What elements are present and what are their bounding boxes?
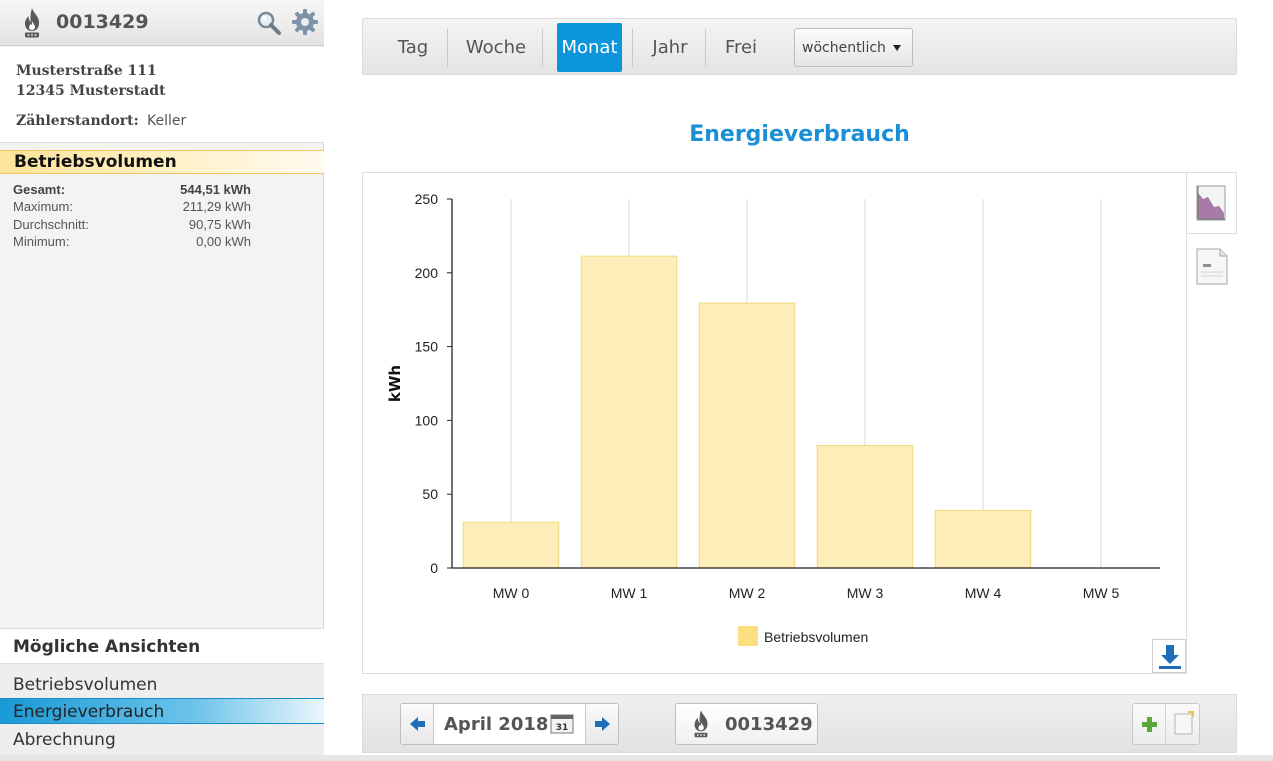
calendar-icon[interactable]: 31 bbox=[550, 713, 574, 735]
meter-select-button[interactable]: 0013429 bbox=[675, 703, 818, 745]
views-header: Mögliche Ansichten bbox=[0, 628, 324, 664]
x-tick-label: MW 4 bbox=[965, 585, 1002, 601]
view-item-label: Energieverbrauch bbox=[13, 702, 165, 722]
gas-flame-icon bbox=[24, 8, 40, 38]
new-note-button[interactable] bbox=[1167, 704, 1200, 744]
y-axis-label: kWh bbox=[386, 365, 404, 402]
bar-mw-2 bbox=[698, 302, 796, 569]
stat-value: 90,75 kWh bbox=[188, 217, 251, 232]
current-month: April 2018 bbox=[444, 714, 549, 735]
stat-maximum: Maximum: 211,29 kWh bbox=[13, 199, 251, 216]
chevron-down-icon bbox=[893, 45, 901, 51]
tab-divider bbox=[632, 29, 633, 67]
stat-average: Durchschnitt: 90,75 kWh bbox=[13, 217, 251, 234]
magnifier-icon[interactable] bbox=[256, 10, 282, 36]
y-tick-label: 250 bbox=[415, 191, 439, 207]
stat-label: Durchschnitt: bbox=[13, 217, 89, 232]
x-tick-label: MW 1 bbox=[611, 585, 648, 601]
plus-icon bbox=[1142, 717, 1157, 732]
legend-swatch bbox=[738, 626, 758, 646]
bar-mw-3 bbox=[816, 444, 914, 569]
sidebar: 0013429 bbox=[0, 0, 324, 755]
meter-location-label: Zählerstandort: bbox=[16, 113, 139, 129]
x-tick-label: MW 0 bbox=[493, 585, 530, 601]
note-icon bbox=[1174, 711, 1194, 735]
stat-value: 544,51 kWh bbox=[180, 182, 251, 197]
tab-tag[interactable]: Tag bbox=[397, 37, 429, 58]
next-month-button[interactable] bbox=[585, 704, 618, 744]
bar-chart: 0 50 100 150 200 250 MW 0 MW 1 MW 2 MW 3 MW 4 MW 5 k… bbox=[386, 191, 1160, 646]
bar-mw-0 bbox=[462, 521, 560, 569]
chart-panel: 0 50 100 150 200 250 MW 0 MW 1 MW 2 MW 3 MW 4 MW 5 k… bbox=[362, 172, 1187, 674]
y-tick-label: 100 bbox=[415, 412, 439, 428]
stat-total: Gesamt: 544,51 kWh bbox=[13, 182, 251, 199]
meter-id-label: 0013429 bbox=[725, 714, 813, 735]
tab-jahr[interactable]: Jahr bbox=[652, 37, 688, 58]
tab-divider bbox=[705, 29, 706, 67]
meter-location-value: Keller bbox=[147, 113, 187, 129]
y-tick-label: 200 bbox=[415, 265, 439, 281]
stat-minimum: Minimum: 0,00 kWh bbox=[13, 234, 251, 251]
stat-label: Gesamt: bbox=[13, 182, 66, 197]
address-city: 12345 Musterstadt bbox=[16, 83, 166, 99]
y-tick-label: 50 bbox=[422, 486, 438, 502]
bar-mw-4 bbox=[934, 509, 1032, 569]
action-button-group bbox=[1132, 703, 1200, 745]
stat-value: 211,29 kWh bbox=[182, 199, 251, 214]
tab-monat[interactable]: Monat bbox=[557, 23, 622, 72]
chart-view-tab[interactable] bbox=[1187, 172, 1237, 234]
bottom-navigation: April 2018 31 0013429 bbox=[362, 694, 1237, 753]
views-panel: Mögliche Ansichten Betriebsvolumen Energ… bbox=[0, 628, 324, 755]
table-document-icon bbox=[1196, 248, 1228, 285]
tab-divider bbox=[542, 29, 543, 67]
tab-woche[interactable]: Woche bbox=[465, 37, 527, 58]
y-tick-label: 150 bbox=[415, 339, 439, 355]
interval-select-value: wöchentlich bbox=[802, 40, 886, 56]
previous-month-button[interactable] bbox=[401, 704, 434, 744]
window-bottom-edge bbox=[0, 755, 1273, 761]
view-item-abrechnung[interactable]: Abrechnung bbox=[0, 727, 324, 753]
stat-label: Minimum: bbox=[13, 234, 70, 249]
gear-icon[interactable] bbox=[290, 7, 320, 37]
add-button[interactable] bbox=[1133, 704, 1166, 744]
chart-title: Energieverbrauch bbox=[689, 122, 910, 147]
views-title: Mögliche Ansichten bbox=[13, 637, 201, 657]
arrow-right-icon bbox=[595, 717, 610, 731]
y-tick-label: 0 bbox=[430, 560, 438, 576]
arrow-left-icon bbox=[410, 717, 425, 731]
area-chart-icon bbox=[1196, 185, 1226, 221]
interval-select[interactable]: wöchentlich bbox=[794, 28, 913, 67]
view-item-label: Betriebsvolumen bbox=[13, 675, 158, 695]
view-item-energieverbrauch[interactable]: Energieverbrauch bbox=[0, 698, 324, 724]
bar-mw-1 bbox=[580, 255, 678, 569]
sidebar-header: 0013429 bbox=[0, 0, 324, 46]
address-street: Musterstraße 111 bbox=[16, 63, 157, 79]
tab-frei[interactable]: Frei bbox=[724, 37, 758, 58]
section-title: Betriebsvolumen bbox=[14, 152, 177, 172]
download-button[interactable] bbox=[1152, 639, 1186, 673]
x-tick-label: MW 2 bbox=[729, 585, 766, 601]
view-item-betriebsvolumen[interactable]: Betriebsvolumen bbox=[0, 672, 324, 698]
table-view-tab[interactable] bbox=[1187, 244, 1237, 294]
tab-divider bbox=[447, 29, 448, 67]
x-tick-label: MW 5 bbox=[1083, 585, 1120, 601]
legend-label: Betriebsvolumen bbox=[764, 629, 868, 645]
month-navigator: April 2018 31 bbox=[400, 703, 619, 745]
period-toolbar: Tag Woche Monat Jahr Frei wöchentlich bbox=[362, 18, 1237, 75]
section-header: Betriebsvolumen bbox=[0, 150, 324, 174]
meter-id: 0013429 bbox=[56, 11, 149, 33]
stat-label: Maximum: bbox=[13, 199, 73, 214]
view-item-label: Abrechnung bbox=[13, 730, 116, 750]
download-arrow-icon bbox=[1159, 645, 1181, 669]
address-panel: Musterstraße 111 12345 Musterstadt Zähle… bbox=[0, 47, 324, 143]
views-list: Betriebsvolumen Energieverbrauch Abrechn… bbox=[0, 664, 324, 755]
gas-flame-icon bbox=[694, 710, 708, 738]
stat-value: 0,00 kWh bbox=[196, 234, 251, 249]
calendar-day-text: 31 bbox=[556, 723, 569, 733]
x-tick-label: MW 3 bbox=[847, 585, 884, 601]
